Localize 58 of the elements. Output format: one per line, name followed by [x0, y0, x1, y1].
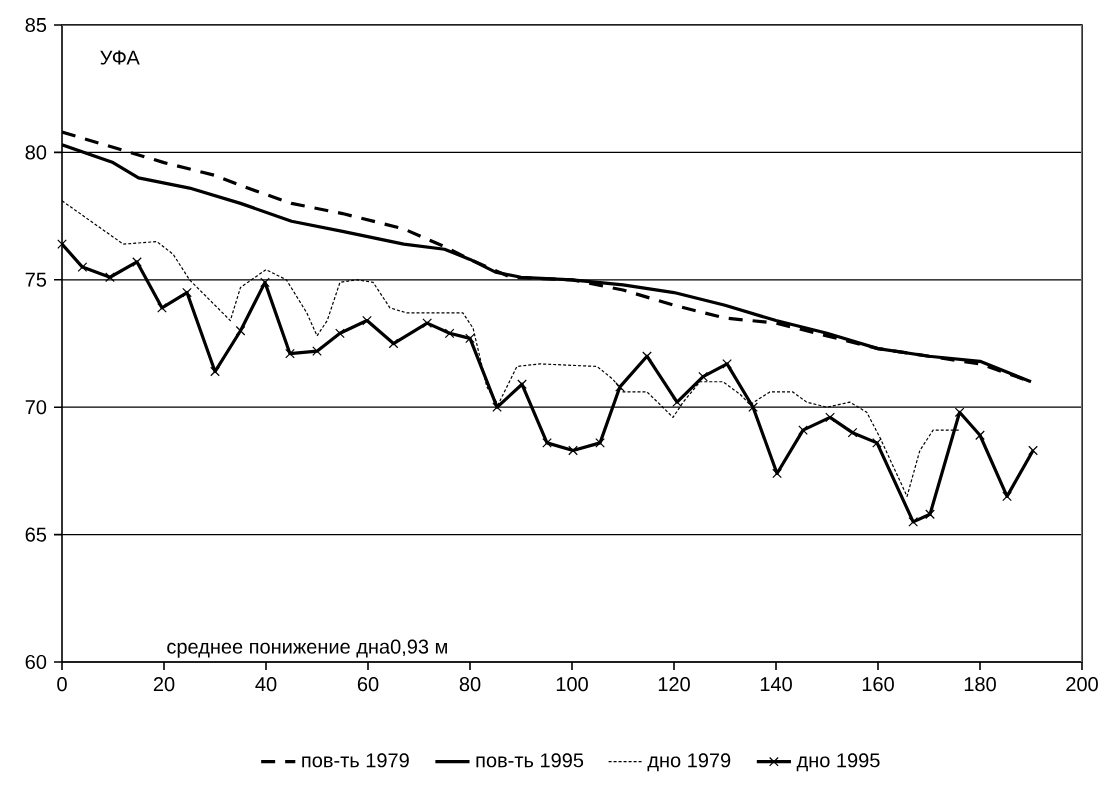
point: [210, 366, 220, 377]
x-tick-label: 80: [459, 677, 481, 692]
y-tick-label: 75: [25, 272, 47, 287]
annotation: среднее понижение дна0,93 м: [167, 639, 447, 658]
point: [872, 438, 882, 448]
point: [568, 445, 578, 456]
y-tick-label: 60: [25, 654, 47, 670]
point: [975, 430, 985, 441]
point: [362, 315, 372, 326]
point: [465, 333, 475, 344]
point: [182, 287, 192, 298]
y-tick-label: 80: [25, 145, 47, 160]
legend-label: дно 1979: [647, 753, 731, 772]
x-tick-label: 60: [357, 677, 379, 692]
point: [157, 302, 167, 313]
x-tick-label: 180: [964, 677, 996, 692]
x-tick-label: 0: [57, 677, 67, 692]
point: [335, 328, 345, 339]
point: [722, 359, 732, 369]
point: [1002, 491, 1012, 502]
y-tick-label: 85: [25, 17, 47, 33]
point: [444, 328, 455, 339]
point: [57, 239, 67, 249]
legend-label: пов-ть 1995: [476, 753, 584, 768]
point: [825, 412, 835, 423]
point: [235, 325, 246, 336]
point: [132, 257, 142, 267]
point: [1028, 445, 1038, 456]
text: УФА: [100, 50, 140, 65]
legend-label: пов-ть 1979: [302, 753, 409, 768]
point: [388, 338, 399, 349]
point: [908, 517, 919, 527]
y-tick-label: 65: [25, 527, 47, 542]
point: [847, 427, 858, 438]
point: [595, 438, 605, 448]
x-tick-label: 20: [153, 677, 175, 692]
x-tick-label: 120: [658, 677, 690, 692]
point: [492, 402, 502, 413]
y-tick-label: 70: [25, 400, 47, 415]
point: [772, 468, 782, 479]
point: [285, 348, 295, 359]
legend-label: дно 1995: [796, 753, 880, 772]
point: [77, 262, 88, 272]
point: [260, 277, 270, 288]
point: [312, 346, 322, 356]
x-tick-label: 140: [760, 677, 792, 692]
point: [798, 425, 808, 435]
point: [517, 379, 527, 390]
x-tick-label: 160: [862, 677, 894, 692]
x-tick-label: 100: [556, 677, 588, 692]
point: [925, 509, 935, 520]
point: [422, 318, 433, 328]
point: [105, 272, 115, 283]
x-tick-label: 200: [1066, 677, 1098, 692]
point: [542, 438, 552, 448]
point: [698, 371, 708, 382]
x-tick-label: 40: [255, 677, 277, 692]
point: [748, 402, 758, 413]
